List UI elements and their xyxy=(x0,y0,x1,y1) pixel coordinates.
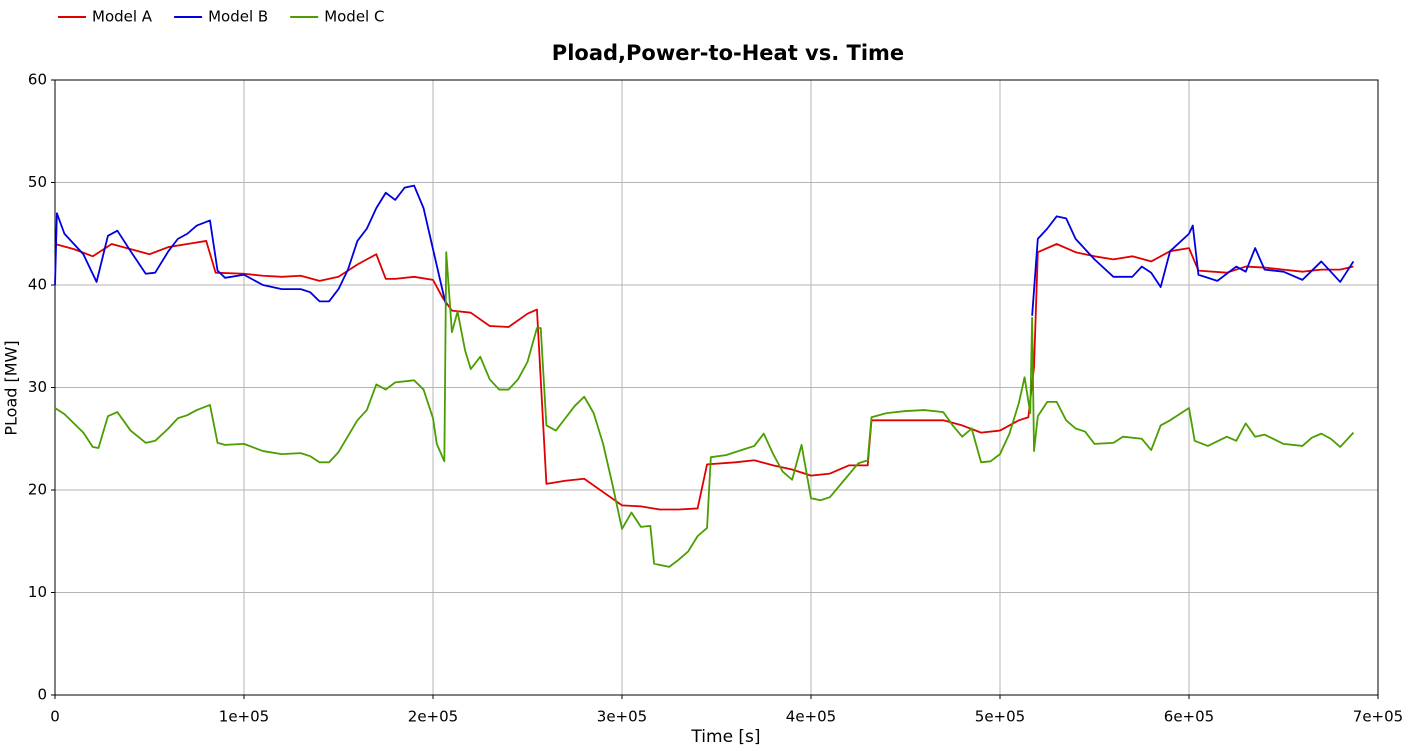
x-tick-label: 3e+05 xyxy=(597,708,647,726)
legend-label: Model A xyxy=(92,8,153,26)
x-tick-label: 1e+05 xyxy=(219,708,269,726)
legend-label: Model B xyxy=(208,8,268,26)
y-tick-label: 20 xyxy=(28,481,47,499)
x-tick-label: 6e+05 xyxy=(1164,708,1214,726)
x-tick-label: 7e+05 xyxy=(1353,708,1402,726)
x-tick-label: 4e+05 xyxy=(786,708,836,726)
series-line xyxy=(54,251,1355,568)
x-axis-label: Time [s] xyxy=(690,727,760,747)
y-axis-label: PLoad [MW] xyxy=(2,340,21,435)
x-tick-label: 5e+05 xyxy=(975,708,1025,726)
x-tick-label: 2e+05 xyxy=(408,708,458,726)
legend: Model A Model B Model C xyxy=(58,8,384,26)
x-tick-label: 0 xyxy=(50,708,60,726)
plot-frame xyxy=(54,79,1379,696)
series-line xyxy=(54,184,1355,316)
y-tick-label: 30 xyxy=(28,378,47,396)
y-tick-label: 10 xyxy=(28,583,47,601)
y-tick-label: 0 xyxy=(37,686,47,704)
series-line xyxy=(54,240,1354,511)
plot-lines xyxy=(54,184,1355,568)
grid xyxy=(51,79,1379,699)
y-tick-label: 60 xyxy=(28,71,47,89)
y-tick-label: 50 xyxy=(28,173,47,191)
legend-label: Model C xyxy=(324,8,384,26)
chart-title: Pload,Power-to-Heat vs. Time xyxy=(552,41,904,65)
y-tick-label: 40 xyxy=(28,276,47,294)
